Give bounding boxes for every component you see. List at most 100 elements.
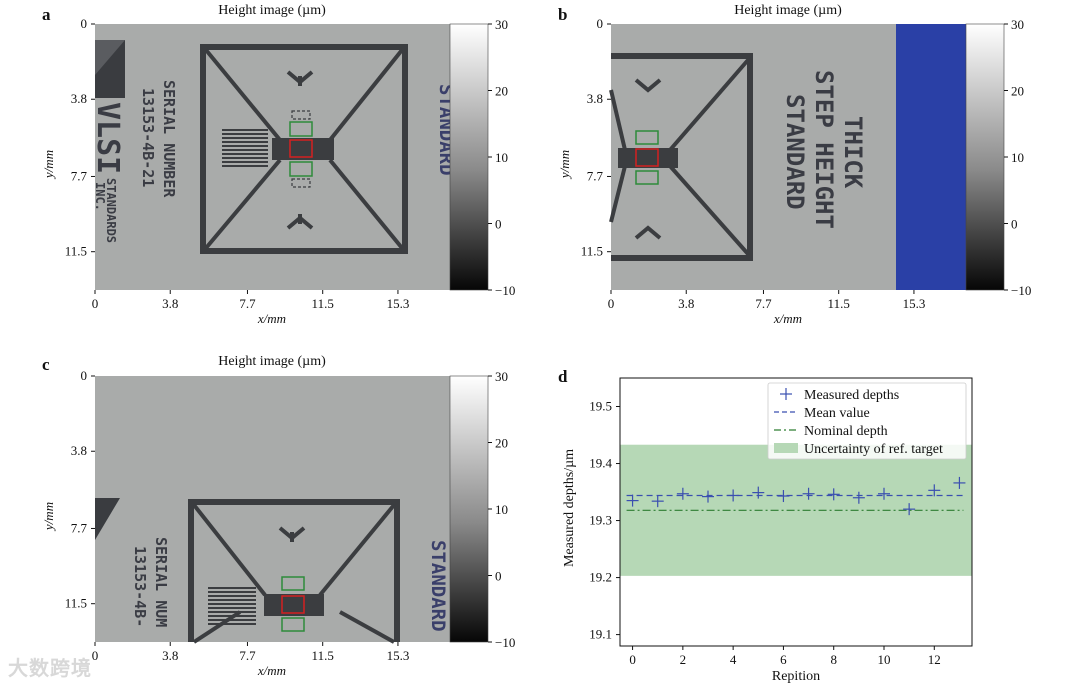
y-tick-label: 19.2	[589, 570, 612, 585]
y-tick-label: 19.5	[589, 399, 612, 414]
colorbar-tick-label: 30	[495, 369, 508, 384]
colorbar-tick-label: 0	[495, 217, 502, 232]
y-tick-label: 0	[597, 16, 604, 31]
serial-label: SERIAL NUMBER	[160, 80, 178, 198]
x-tick-label: 0	[608, 296, 615, 311]
x-tick-label: 4	[730, 652, 737, 667]
x-tick-label: 8	[830, 652, 837, 667]
x-axis-label: x/mm	[773, 311, 802, 326]
panel-letter: c	[42, 355, 50, 374]
panel-letter: b	[558, 5, 567, 24]
y-tick-label: 3.8	[71, 91, 87, 106]
measured-point	[752, 486, 765, 499]
colorbar-tick-label: −10	[1011, 283, 1031, 298]
x-tick-label: 3.8	[162, 296, 178, 311]
x-tick-label: 6	[780, 652, 787, 667]
y-axis-label: y/mm	[41, 502, 56, 532]
x-tick-label: 3.8	[162, 648, 178, 663]
panel-d: d 0 2 4 6 8 10 12 19.1 19.2 19.3 19.4 19.5 Measured …	[558, 367, 973, 684]
y-tick-label: 3.8	[587, 91, 603, 106]
y-tick-label: 19.4	[589, 456, 612, 471]
x-tick-label: 2	[680, 652, 687, 667]
watermark: 大数跨境	[8, 658, 92, 680]
engraving-line2: STEP HEIGHT	[810, 70, 838, 229]
panel-title: Height image (µm)	[218, 354, 326, 369]
colorbar	[449, 375, 489, 643]
x-tick-label: 15.3	[387, 648, 410, 663]
y-tick-label: 3.8	[71, 443, 87, 458]
colorbar-tick-label: 10	[495, 150, 508, 165]
colorbar-tick-label: 0	[1011, 217, 1018, 232]
colorbar	[449, 23, 489, 291]
x-tick-label: 11.5	[312, 648, 334, 663]
panel-letter: d	[558, 367, 568, 386]
x-tick-label: 11.5	[828, 296, 850, 311]
x-tick-label: 10	[878, 652, 891, 667]
x-tick-label: 7.7	[755, 296, 772, 311]
serial-number: 13153-4B-	[131, 546, 149, 627]
blue-region	[896, 24, 966, 290]
legend-label: Uncertainty of ref. target	[804, 442, 943, 457]
legend-entry: Nominal depth	[774, 424, 888, 439]
engraved-text: SERIAL NUM 13153-4B- STANDARD	[131, 537, 449, 632]
y-tick-label: 7.7	[71, 168, 88, 183]
y-tick-label: 19.1	[589, 627, 612, 642]
y-tick-label: 7.7	[587, 168, 604, 183]
panel-title: Height image (µm)	[734, 3, 842, 18]
y-tick-label: 11.5	[65, 596, 87, 611]
y-tick-label: 19.3	[589, 513, 612, 528]
measured-point	[953, 476, 966, 489]
legend-entry: Mean value	[774, 406, 870, 421]
measured-point	[802, 487, 815, 500]
engraved-pattern	[95, 40, 408, 254]
measured-point	[777, 490, 790, 503]
y-tick-label: 11.5	[65, 244, 87, 259]
legend-entry: Measured depths	[780, 388, 899, 403]
measured-point	[852, 491, 865, 504]
legend: Measured depths Mean value Nominal depth Un…	[767, 382, 967, 460]
measured-point	[626, 494, 639, 507]
colorbar-tick-label: 0	[495, 569, 502, 584]
y-tick-label: 0	[81, 16, 88, 31]
colorbar-tick-label: 20	[495, 84, 508, 99]
measured-point	[903, 503, 916, 516]
vlsi-logo: VLSI	[90, 102, 125, 174]
x-tick-label: 12	[928, 652, 941, 667]
x-axis-label: x/mm	[257, 311, 286, 326]
measured-point	[702, 490, 714, 503]
colorbar-tick-label: 10	[1011, 150, 1024, 165]
x-tick-label: 11.5	[312, 296, 334, 311]
colorbar-tick-label: 20	[495, 436, 508, 451]
measured-point	[651, 495, 664, 508]
engraved-text: THICK STEP HEIGHT STANDARD	[781, 70, 867, 229]
panel-title: Height image (µm)	[218, 3, 326, 18]
legend-label: Mean value	[804, 406, 870, 421]
measured-point	[676, 487, 689, 500]
depth-chart: 0 2 4 6 8 10 12 19.1 19.2 19.3 19.4 19.5 Measured de…	[589, 377, 973, 667]
legend-label: Nominal depth	[804, 424, 888, 439]
colorbar-tick-label: 30	[1011, 17, 1024, 32]
engraved-pattern	[609, 53, 753, 261]
colorbar-tick-label: −10	[495, 283, 515, 298]
engraving-line1: THICK	[839, 116, 867, 189]
standard-right-text: STANDARD	[427, 540, 449, 632]
x-tick-label: 3.8	[678, 296, 694, 311]
measured-point	[827, 488, 840, 501]
colorbar-tick-label: −10	[495, 635, 515, 650]
inc-text: INC.	[93, 182, 107, 211]
engraved-pattern	[95, 498, 400, 644]
measured-point	[928, 484, 941, 497]
measured-point	[878, 487, 890, 500]
engraving-line3: STANDARD	[781, 94, 809, 210]
serial-number: 13153-4B-21	[139, 88, 157, 187]
x-axis-label: x/mm	[257, 663, 286, 678]
serial-label: SERIAL NUM	[152, 537, 170, 627]
x-tick-label: 15.3	[903, 296, 926, 311]
x-tick-label: 0	[92, 648, 99, 663]
image-axes: 0 3.8 7.7 11.5 15.303.87.711.5x/mmy/mm302010…	[41, 16, 1031, 678]
x-tick-label: 7.7	[239, 648, 256, 663]
x-tick-label: 15.3	[387, 296, 410, 311]
colorbar-tick-label: 30	[495, 17, 508, 32]
x-tick-label: 7.7	[239, 296, 256, 311]
y-axis-label: Measured depths/µm	[562, 449, 577, 567]
